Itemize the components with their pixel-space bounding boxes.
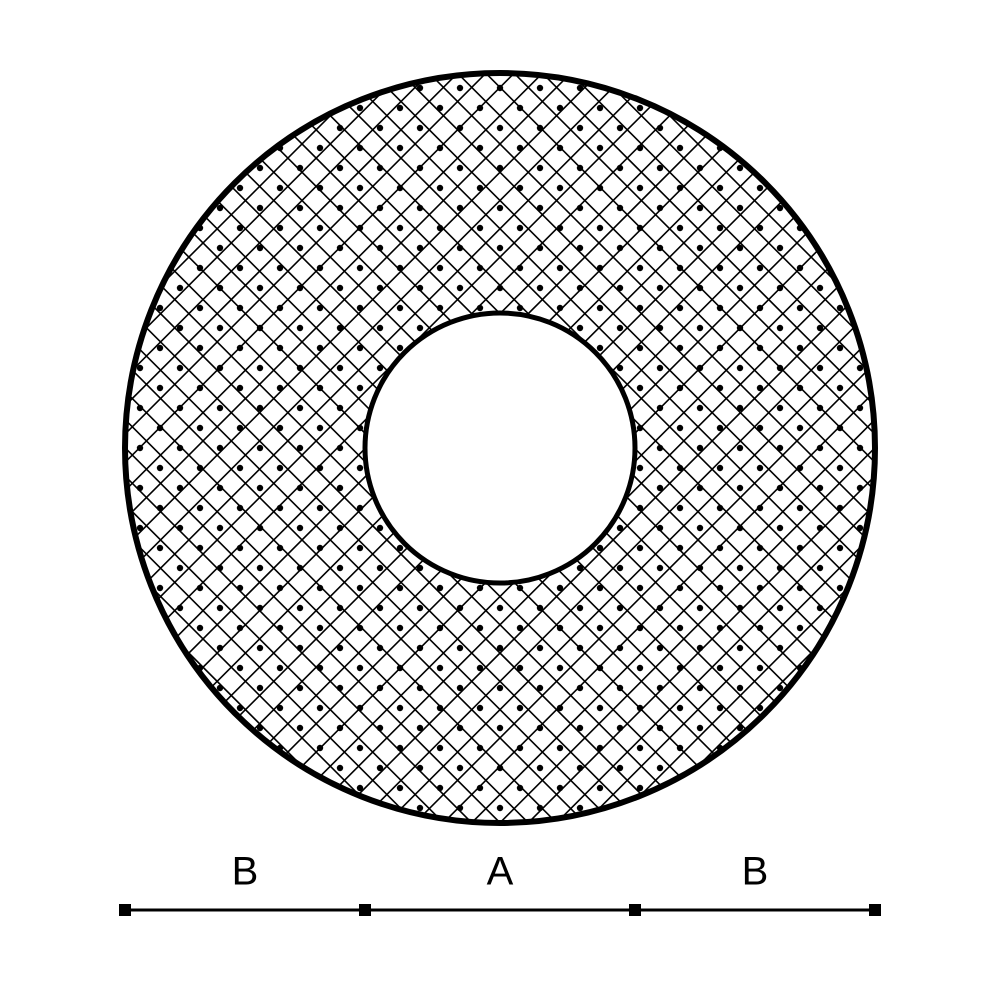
dimension-tick — [629, 904, 641, 916]
diagram-stage: B A B — [0, 0, 1000, 1000]
dimension-tick — [359, 904, 371, 916]
dimension-tick — [869, 904, 881, 916]
dimension-label-right: B — [742, 850, 769, 895]
dimension-label-mid: A — [487, 850, 514, 895]
dimension-label-left: B — [232, 850, 259, 895]
dimension-tick — [119, 904, 131, 916]
inner-circle — [365, 313, 635, 583]
